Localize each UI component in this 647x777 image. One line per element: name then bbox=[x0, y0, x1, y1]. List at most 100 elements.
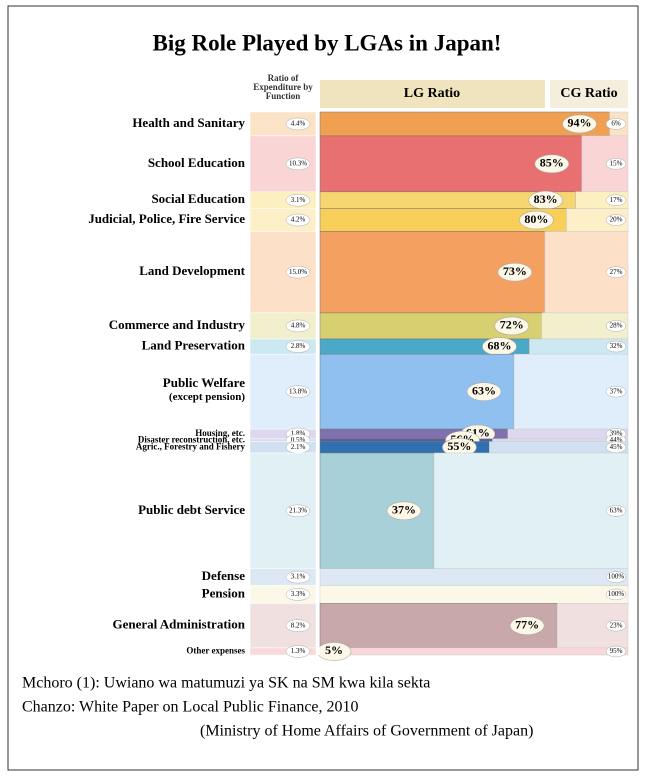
label-bubble bbox=[285, 645, 311, 658]
label-bubble bbox=[285, 340, 311, 353]
lg-value-label: 72% bbox=[500, 318, 524, 332]
expenditure-label: 1.3% bbox=[291, 647, 306, 655]
category-label: Commerce and Industry bbox=[109, 317, 246, 332]
cg-bar bbox=[319, 568, 629, 586]
expenditure-label: 3.3% bbox=[291, 590, 306, 598]
cg-value-label: 23% bbox=[610, 621, 623, 629]
caption-line: (Ministry of Home Affairs of Government … bbox=[200, 723, 533, 740]
category-label: Defense bbox=[202, 568, 246, 583]
cg-value-label: 100% bbox=[608, 573, 625, 581]
label-bubble bbox=[605, 571, 627, 583]
cg-value-label: 95% bbox=[610, 647, 623, 655]
lg-value-label: 73% bbox=[503, 264, 527, 278]
label-bubble bbox=[605, 158, 627, 170]
cg-value-label: 100% bbox=[608, 590, 625, 598]
caption-line: Chanzo: White Paper on Local Public Fina… bbox=[22, 699, 359, 716]
label-bubble bbox=[285, 588, 311, 601]
label-bubble bbox=[605, 266, 627, 278]
label-bubble bbox=[605, 505, 627, 517]
expenditure-label: 4.8% bbox=[291, 322, 306, 330]
category-label: Other expenses bbox=[186, 646, 245, 656]
expenditure-band bbox=[249, 135, 317, 193]
label-bubble bbox=[519, 210, 554, 230]
label-bubble bbox=[605, 619, 627, 632]
label-bubble bbox=[562, 114, 597, 134]
lg-value-label: 80% bbox=[524, 212, 548, 226]
lg-value-label: 83% bbox=[534, 192, 558, 206]
lg-value-label: 85% bbox=[540, 156, 564, 170]
category-label: Agric., Forestry and Fishery bbox=[136, 441, 246, 451]
label-bubble bbox=[509, 616, 545, 635]
label-bubble bbox=[605, 118, 627, 130]
expenditure-label: 2.8% bbox=[291, 342, 306, 350]
expenditure-label: 10.3% bbox=[289, 159, 307, 167]
lg-value-label: 68% bbox=[487, 338, 511, 352]
expenditure-label: 15.0% bbox=[289, 268, 307, 276]
label-bubble bbox=[605, 340, 627, 353]
cg-value-label: 37% bbox=[610, 387, 623, 395]
label-bubble bbox=[605, 588, 627, 601]
label-bubble bbox=[605, 194, 627, 206]
lg-value-label: 77% bbox=[515, 617, 539, 631]
label-bubble bbox=[534, 154, 570, 174]
expenditure-band bbox=[249, 647, 317, 656]
cg-value-label: 27% bbox=[610, 268, 623, 276]
label-bubble bbox=[386, 501, 422, 521]
legend-lg: LG Ratio bbox=[404, 86, 460, 101]
label-bubble bbox=[285, 157, 311, 171]
lg-value-label: 94% bbox=[568, 116, 592, 130]
label-bubble bbox=[285, 265, 311, 279]
expenditure-label: 8.2% bbox=[291, 621, 306, 629]
category-label: Public debt Service bbox=[138, 502, 245, 517]
category-label: Land Preservation bbox=[142, 338, 246, 353]
label-bubble bbox=[285, 213, 311, 227]
lg-header-box bbox=[320, 80, 545, 108]
cg-bar bbox=[319, 585, 629, 604]
cg-bar bbox=[433, 452, 629, 569]
label-bubble bbox=[497, 262, 533, 282]
label-bubble bbox=[285, 319, 311, 333]
category-label: Land Development bbox=[139, 263, 245, 278]
cg-value-label: 17% bbox=[610, 196, 623, 204]
label-bubble bbox=[285, 117, 311, 131]
cg-value-label: 32% bbox=[610, 342, 623, 350]
category-label: Pension bbox=[202, 585, 246, 600]
label-bubble bbox=[285, 193, 311, 207]
label-bubble bbox=[285, 504, 311, 518]
cg-value-label: 44% bbox=[610, 436, 623, 444]
expenditure-label: 0.5% bbox=[291, 436, 306, 444]
category-label: School Education bbox=[148, 155, 246, 170]
label-bubble bbox=[605, 385, 627, 398]
frame bbox=[7, 5, 639, 771]
expenditure-label: 13.8% bbox=[289, 387, 307, 395]
expenditure-label: 1.8% bbox=[291, 430, 306, 438]
label-bubble bbox=[494, 316, 530, 336]
expenditure-label: 3.1% bbox=[291, 573, 306, 581]
expenditure-label: 2.1% bbox=[291, 443, 306, 451]
expenditure-label: 4.4% bbox=[291, 120, 306, 128]
caption-line: Mchoro (1): Uwiano wa matumuzi ya SK na … bbox=[22, 675, 430, 692]
legend-cg: CG Ratio bbox=[560, 86, 617, 101]
cg-value-label: 15% bbox=[610, 159, 623, 167]
cg-value-label: 20% bbox=[610, 216, 623, 224]
label-bubble bbox=[605, 320, 627, 332]
cg-value-label: 6% bbox=[611, 120, 621, 128]
expenditure-label: 3.1% bbox=[291, 196, 306, 204]
label-bubble bbox=[285, 385, 311, 398]
chart-title: Big Role Played by LGAs in Japan! bbox=[153, 30, 502, 55]
cg-value-label: 39% bbox=[610, 430, 623, 438]
label-bubble bbox=[466, 382, 502, 401]
label-bubble bbox=[605, 645, 627, 658]
cg-header-box bbox=[550, 80, 628, 108]
cg-value-label: 63% bbox=[610, 506, 623, 514]
expenditure-header: Ratio of Expenditure by Function bbox=[253, 73, 313, 101]
category-label: General Administration bbox=[112, 617, 245, 632]
lg-value-label: 63% bbox=[472, 383, 496, 397]
expenditure-label: 4.2% bbox=[291, 216, 306, 224]
category-label: Public Welfare (except pension) bbox=[163, 375, 246, 403]
cg-value-label: 45% bbox=[610, 443, 623, 451]
lg-value-label: 5% bbox=[325, 643, 343, 657]
label-bubble bbox=[285, 619, 311, 632]
